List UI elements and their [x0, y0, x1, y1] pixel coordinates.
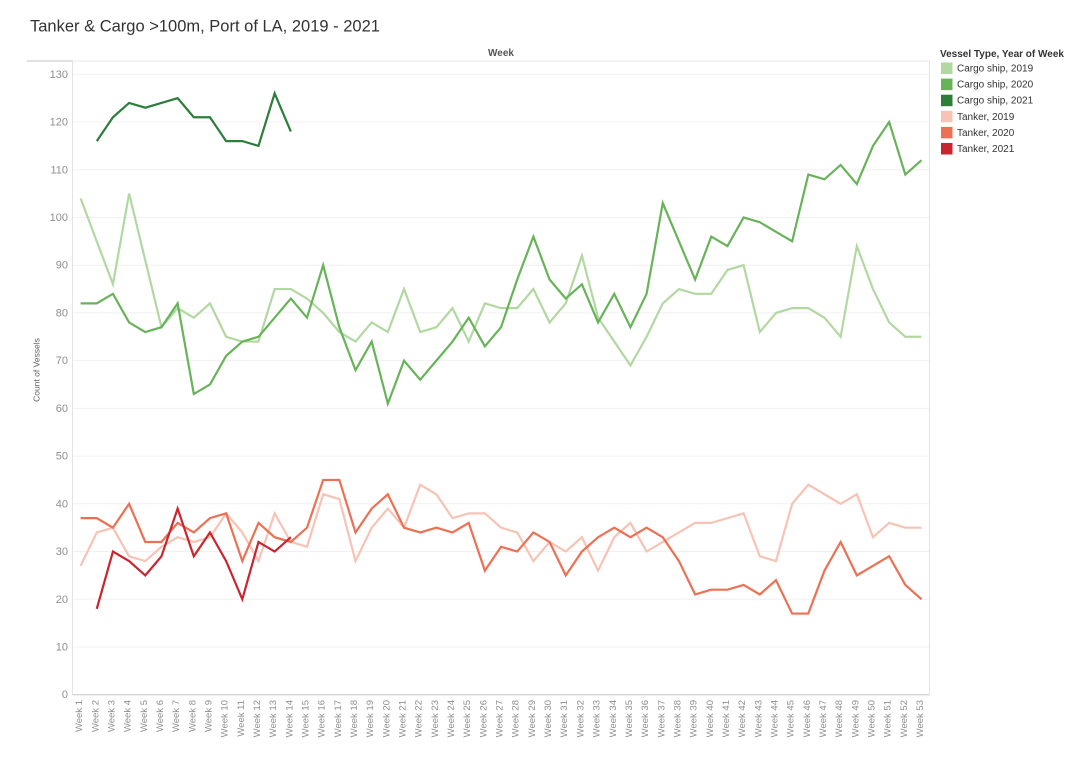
- svg-text:100: 100: [50, 212, 68, 224]
- svg-text:Week 25: Week 25: [462, 700, 473, 737]
- svg-text:Week: Week: [488, 48, 514, 59]
- svg-text:Tanker, 2019: Tanker, 2019: [957, 112, 1015, 123]
- svg-text:Week 12: Week 12: [252, 700, 263, 737]
- svg-text:Week 36: Week 36: [640, 700, 651, 737]
- svg-text:Week 10: Week 10: [220, 700, 231, 737]
- svg-text:Week 47: Week 47: [818, 700, 829, 737]
- svg-text:Week 28: Week 28: [511, 700, 522, 737]
- svg-text:70: 70: [56, 355, 68, 367]
- svg-text:Week 35: Week 35: [624, 700, 635, 737]
- svg-text:Week 45: Week 45: [786, 700, 797, 737]
- svg-text:Week 31: Week 31: [559, 700, 570, 737]
- svg-text:Cargo ship, 2020: Cargo ship, 2020: [957, 80, 1034, 91]
- svg-text:Week 50: Week 50: [866, 700, 877, 737]
- svg-text:Week 8: Week 8: [187, 700, 198, 732]
- svg-text:Week 6: Week 6: [155, 700, 166, 732]
- svg-text:Week 32: Week 32: [575, 700, 586, 737]
- svg-text:Week 22: Week 22: [414, 700, 425, 737]
- svg-text:Week 2: Week 2: [90, 700, 101, 732]
- svg-text:Week 39: Week 39: [689, 700, 700, 737]
- svg-text:30: 30: [56, 546, 68, 558]
- svg-text:Week 46: Week 46: [802, 700, 813, 737]
- svg-text:Week 20: Week 20: [381, 700, 392, 737]
- svg-text:Cargo ship, 2021: Cargo ship, 2021: [957, 96, 1034, 107]
- svg-text:Week 4: Week 4: [123, 700, 134, 732]
- svg-text:Week 3: Week 3: [106, 700, 117, 732]
- svg-text:Week 24: Week 24: [446, 700, 457, 737]
- svg-text:Cargo ship, 2019: Cargo ship, 2019: [957, 64, 1034, 75]
- svg-text:Week 1: Week 1: [74, 700, 85, 732]
- svg-text:60: 60: [56, 403, 68, 415]
- svg-text:50: 50: [56, 451, 68, 463]
- svg-text:Week 51: Week 51: [883, 700, 894, 737]
- svg-text:Week 17: Week 17: [333, 700, 344, 737]
- svg-text:Week 15: Week 15: [301, 700, 312, 737]
- svg-text:130: 130: [50, 69, 68, 81]
- svg-text:Week 7: Week 7: [171, 700, 182, 732]
- svg-text:Week 16: Week 16: [317, 700, 328, 737]
- svg-text:Vessel Type, Year of Week: Vessel Type, Year of Week: [940, 49, 1064, 60]
- svg-text:110: 110: [50, 164, 68, 176]
- svg-text:Week 40: Week 40: [705, 700, 716, 737]
- svg-text:Week 23: Week 23: [430, 700, 441, 737]
- svg-text:Week 21: Week 21: [398, 700, 409, 737]
- svg-text:40: 40: [56, 498, 68, 510]
- svg-text:Week 43: Week 43: [753, 700, 764, 737]
- svg-text:Week 13: Week 13: [268, 700, 279, 737]
- svg-text:Week 27: Week 27: [495, 700, 506, 737]
- svg-text:120: 120: [50, 117, 68, 129]
- svg-text:Week 5: Week 5: [139, 700, 150, 732]
- svg-text:90: 90: [56, 260, 68, 272]
- svg-text:Week 26: Week 26: [478, 700, 489, 737]
- svg-text:Week 30: Week 30: [543, 700, 554, 737]
- svg-text:Week 42: Week 42: [737, 700, 748, 737]
- svg-text:Week 49: Week 49: [850, 700, 861, 737]
- svg-text:Week 41: Week 41: [721, 700, 732, 737]
- svg-text:Week 18: Week 18: [349, 700, 360, 737]
- svg-text:Week 9: Week 9: [203, 700, 214, 732]
- svg-text:Count of Vessels: Count of Vessels: [32, 338, 42, 402]
- svg-text:10: 10: [56, 641, 68, 653]
- svg-text:Week 19: Week 19: [365, 700, 376, 737]
- svg-text:Tanker & Cargo >100m, Port of: Tanker & Cargo >100m, Port of LA, 2019 -…: [30, 18, 380, 36]
- svg-text:0: 0: [62, 689, 68, 701]
- svg-text:20: 20: [56, 594, 68, 606]
- svg-text:Week 11: Week 11: [236, 700, 247, 737]
- svg-text:Week 44: Week 44: [769, 700, 780, 737]
- svg-text:Week 29: Week 29: [527, 700, 538, 737]
- svg-text:Week 37: Week 37: [656, 700, 667, 737]
- svg-text:Week 33: Week 33: [592, 700, 603, 737]
- svg-text:Week 38: Week 38: [672, 700, 683, 737]
- svg-text:Tanker, 2020: Tanker, 2020: [957, 128, 1015, 139]
- svg-text:Tanker, 2021: Tanker, 2021: [957, 144, 1015, 155]
- svg-text:80: 80: [56, 307, 68, 319]
- svg-text:Week 52: Week 52: [899, 700, 910, 737]
- svg-text:Week 14: Week 14: [284, 700, 295, 737]
- svg-text:Week 34: Week 34: [608, 700, 619, 737]
- svg-text:Week 53: Week 53: [915, 700, 926, 737]
- svg-text:Week 48: Week 48: [834, 700, 845, 737]
